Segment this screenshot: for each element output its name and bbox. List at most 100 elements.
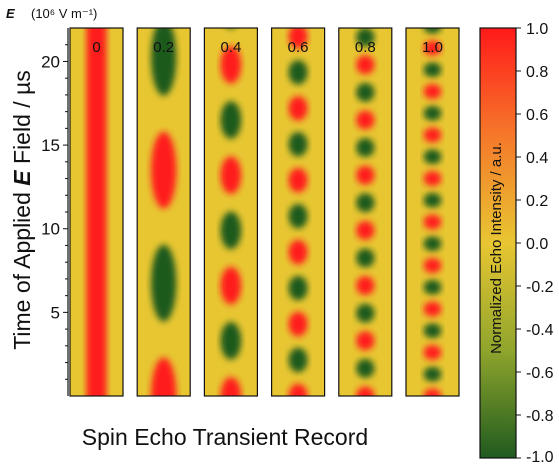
- panel-blobs: [86, 28, 107, 396]
- echo-maximum: [423, 40, 442, 56]
- echo-maximum: [356, 110, 375, 130]
- echo-maximum: [356, 276, 375, 295]
- heatmap-panels: 0 0.2 0.4 0.6 0.8 1.0: [69, 0, 460, 397]
- echo-minimum: [423, 149, 442, 165]
- colorbar-tick-label: -1.0: [526, 449, 554, 464]
- echo-minimum: [220, 322, 242, 360]
- x-axis-label: Spin Echo Transient Record: [82, 424, 368, 450]
- echo-minimum: [288, 132, 308, 157]
- y-axis-label-part1: Time of Applied: [9, 186, 35, 350]
- echo-minimum: [423, 105, 442, 121]
- echo-minimum: [228, 28, 233, 29]
- panel-content: [406, 28, 459, 396]
- echo-maximum: [288, 311, 308, 337]
- echo-minimum: [423, 192, 442, 208]
- echo-maximum: [151, 357, 177, 396]
- echo-minimum: [220, 211, 242, 250]
- echo-maximum: [423, 388, 442, 396]
- colorbar-tick-label: -0.6: [526, 365, 554, 382]
- field-unit-label: (10⁶ V m⁻¹): [31, 6, 97, 21]
- echo-maximum: [356, 165, 375, 185]
- echo-maximum: [220, 156, 242, 194]
- echo-maximum: [288, 383, 308, 396]
- panel-content: [137, 28, 191, 396]
- echo-maximum: [151, 131, 177, 209]
- heatmap-panel: 0.4: [203, 27, 258, 397]
- y-tick-label: 10: [41, 220, 60, 239]
- heatmap-panel: 0.8: [338, 0, 393, 397]
- echo-minimum: [151, 28, 177, 96]
- echo-minimum: [288, 203, 308, 229]
- echo-minimum: [423, 279, 442, 295]
- echo-maximum: [423, 345, 442, 360]
- echo-maximum: [220, 377, 242, 396]
- panel-frame: [69, 27, 124, 397]
- echo-maximum: [356, 331, 375, 351]
- panel-frame: [136, 27, 191, 397]
- panel-field-label: 1.0: [422, 39, 443, 56]
- echo-minimum: [356, 28, 375, 47]
- heatmap-panel: 1.0: [405, 27, 460, 397]
- echo-maximum: [220, 266, 242, 305]
- heatmap-panel: 0: [69, 27, 124, 397]
- echo-band: [86, 28, 107, 396]
- echo-minimum: [151, 244, 177, 322]
- colorbar: [479, 27, 517, 459]
- panel-frame: [203, 27, 258, 397]
- heatmap-panel: 0.6: [271, 27, 326, 397]
- y-axis-ticks: 5 10 15 20: [41, 44, 68, 380]
- echo-maximum: [423, 301, 442, 317]
- panel-content: [204, 28, 258, 396]
- panel-content: [271, 28, 325, 396]
- field-unit-symbol: E: [6, 6, 15, 21]
- panel-content: [70, 28, 123, 396]
- panel-content: [338, 0, 392, 396]
- y-tick-label: 5: [51, 303, 60, 322]
- echo-minimum: [288, 60, 308, 85]
- y-axis-label-part2: E: [9, 170, 35, 186]
- panel-background: [406, 28, 459, 396]
- panel-blobs: [220, 28, 242, 396]
- echo-maximum: [356, 0, 374, 19]
- panel-frame: [271, 27, 326, 397]
- echo-minimum: [423, 236, 442, 252]
- echo-maximum: [288, 96, 308, 121]
- y-tick-label: 15: [41, 136, 60, 155]
- heatmap-panel: 0.2: [136, 27, 191, 397]
- y-axis-label-part3: Field / µs: [9, 70, 35, 170]
- y-tick-label: 20: [41, 52, 60, 71]
- colorbar-tick-label: 0.0: [526, 236, 548, 253]
- echo-minimum: [423, 366, 442, 382]
- echo-maximum: [288, 167, 308, 193]
- echo-maximum: [423, 127, 442, 143]
- echo-maximum: [356, 386, 375, 396]
- colorbar-tick-label: 1.0: [526, 21, 548, 38]
- echo-maximum: [356, 221, 375, 240]
- echo-minimum: [288, 275, 308, 301]
- colorbar-tick-label: 0.2: [526, 193, 548, 210]
- panel-blobs: [288, 28, 308, 396]
- colorbar-label: Normalized Echo Intensity / a.u.: [488, 142, 505, 354]
- panel-frame: [405, 27, 460, 397]
- panel-field-label: 0.2: [153, 39, 174, 56]
- panel-frame: [338, 27, 393, 397]
- echo-minimum: [288, 347, 308, 373]
- echo-minimum: [356, 138, 375, 157]
- panel-field-label: 0.4: [220, 39, 241, 56]
- echo-minimum: [423, 62, 442, 78]
- colorbar-tick-label: 0.6: [526, 107, 548, 124]
- echo-minimum: [356, 193, 375, 213]
- panel-blobs: [151, 28, 177, 396]
- echo-minimum: [423, 323, 442, 339]
- colorbar-tick-label: -0.2: [526, 279, 554, 296]
- panel-blobs: [423, 28, 442, 396]
- panel-field-label: 0.6: [288, 39, 309, 56]
- colorbar-tick-label: -0.4: [526, 322, 554, 339]
- colorbar-ticks: 1.0 0.8 0.6 0.4 0.2 0.0 -0.2 -0.4 -0.6 -0.8 -1.0: [516, 21, 554, 464]
- colorbar-tick-label: -0.8: [526, 408, 554, 425]
- echo-minimum: [356, 248, 375, 268]
- panel-field-label: 0: [92, 39, 100, 56]
- colorbar-tick-label: 0.8: [526, 64, 548, 81]
- panel-field-label: 0.8: [355, 39, 376, 56]
